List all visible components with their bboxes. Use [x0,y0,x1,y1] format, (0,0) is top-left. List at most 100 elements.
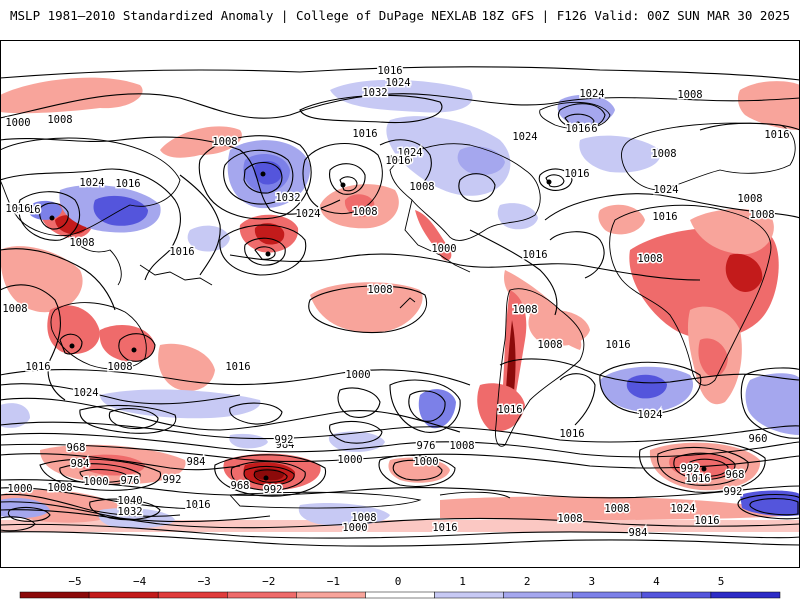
model-run-info: 18Z GFS | F126 Valid: 00Z SUN MAR 30 202… [481,8,790,23]
isobar-label: 1000 [5,117,30,129]
isobar-label: 1000 [7,483,32,495]
isobar-label: 1016 [572,123,597,135]
isobar-label: 1016 [25,361,50,373]
isobar-label: 1008 [749,209,774,221]
isobar-label: 1016 [377,65,402,77]
isobar-label: 1016 [169,246,194,258]
isobar-label: 1000 [337,454,362,466]
colorbar-segment [296,591,366,599]
isobar-label: 1008 [409,181,434,193]
isobar-label: 1016 [605,339,630,351]
isobar-label: 1000 [342,522,367,534]
isobar-label: 1008 [352,206,377,218]
isobar-label: 1024 [670,503,695,515]
isobar-label: 1008 [69,237,94,249]
colorbar-tick-label: 4 [653,575,660,588]
isobar-label: 1032 [362,87,387,99]
isobar-label: 976 [417,440,436,452]
colorbar-tick-label: −1 [326,575,341,588]
isobar-label: 1016 [352,128,377,140]
map-title: MSLP 1981–2010 Standardized Anomaly | Co… [10,8,477,23]
isobar-label: 1008 [47,114,72,126]
isobar-label: 1016 [5,203,30,215]
isobar-label: 1024 [579,88,604,100]
isobar-label: 968 [231,480,250,492]
colorbar-segment [434,591,504,599]
colorbar-segment [365,591,435,599]
anomaly-map: 1016 1024 1032 1008 1024 1016 1008 1000 … [0,40,800,568]
isobar-label: 1008 [677,89,702,101]
isobar-label: 1008 [512,304,537,316]
colorbar-strip [19,591,781,599]
isobar-labels: 1016 1024 1032 1008 1024 1016 1008 1000 … [1,64,791,541]
isobar-label: 992 [681,463,700,475]
isobar-label: 1008 [637,253,662,265]
isobar-label: 1016 [564,168,589,180]
isobar-label: 1040 [117,495,142,507]
colorbar-legend: −5 −4 −3 −2 −1 0 1 2 3 4 5 [0,568,800,600]
isobar-label: 1016 [764,129,789,141]
isobar-label: 984 [187,456,206,468]
isobar-label: 1024 [397,147,422,159]
isobar-label: 1024 [385,77,410,89]
isobar-label: 968 [726,469,745,481]
colorbar-tick-label: 2 [523,575,531,588]
isobar-label: 1016 [497,404,522,416]
pressure-center-markers [49,121,707,481]
isobar-label: 1008 [5,117,30,129]
isobar-label: 992 [163,474,182,486]
isobar-contours [0,66,800,547]
isobar-label: 992 [264,484,283,496]
isobar-label: 1000 [83,476,108,488]
isobar-label: 992 [275,434,294,446]
isobar-label: 1008 [351,512,376,524]
isobar-label: 1016 [694,515,719,527]
isobar-label: 1016 [652,211,677,223]
isobar-label: 1016 [522,249,547,261]
isobar-label: 1008 [537,339,562,351]
isobar-label: 1016 [225,361,250,373]
isobar-label: 1032 [275,192,300,204]
colorbar-tick-label: −5 [68,575,82,588]
isobar-label: 976 [121,475,140,487]
isobar-label: 1000 [413,456,438,468]
header: MSLP 1981–2010 Standardized Anomaly | Co… [0,0,800,28]
isobar-label: 984 [71,458,90,470]
isobar-label: 1032 [117,506,142,518]
colorbar-tick-label: 1 [459,575,466,588]
isobar-label: 1016 [432,522,457,534]
positive-anomaly-shading [0,79,800,528]
colorbar-segment [227,591,297,599]
isobar-label: 1016 [115,178,140,190]
isobar-label: 1016 [15,204,40,216]
isobar-label: 1024 [73,387,98,399]
colorbar-tick-label: −2 [262,575,276,588]
isobar-label: 1008 [651,148,676,160]
isobar-label: 1016 [385,155,410,167]
isobar-label: 1008 [737,193,762,205]
isobar-label: 1016 [185,499,210,511]
isobar-label: 1008 [47,482,72,494]
colorbar-segment [503,591,573,599]
colorbar-tick-label: 5 [717,575,725,588]
isobar-label: 1024 [653,184,678,196]
isobar-label: 1016 [387,154,412,166]
isobar-label: 1000 [431,243,456,255]
isobar-label: 1016 [685,473,710,485]
isobar-label: 960 [749,433,768,445]
isobar-label: 1008 [367,284,392,296]
isobar-label: 1024 [295,208,320,220]
isobar-label: 1008 [604,503,629,515]
colorbar-segment [19,591,90,599]
colorbar-tick-label: 3 [588,575,596,588]
colorbar-segment [710,591,781,599]
isobar-label: 1016 [565,123,590,135]
isobar-label: 968 [67,442,86,454]
colorbar-tick-label: −4 [132,575,147,588]
isobar-label: 1024 [512,131,537,143]
isobar-label: 992 [724,486,743,498]
isobar-label: 1008 [2,303,27,315]
colorbar-segment [641,591,712,599]
colorbar-tick-label: 0 [394,575,402,588]
isobar-label: 1016 [559,428,584,440]
